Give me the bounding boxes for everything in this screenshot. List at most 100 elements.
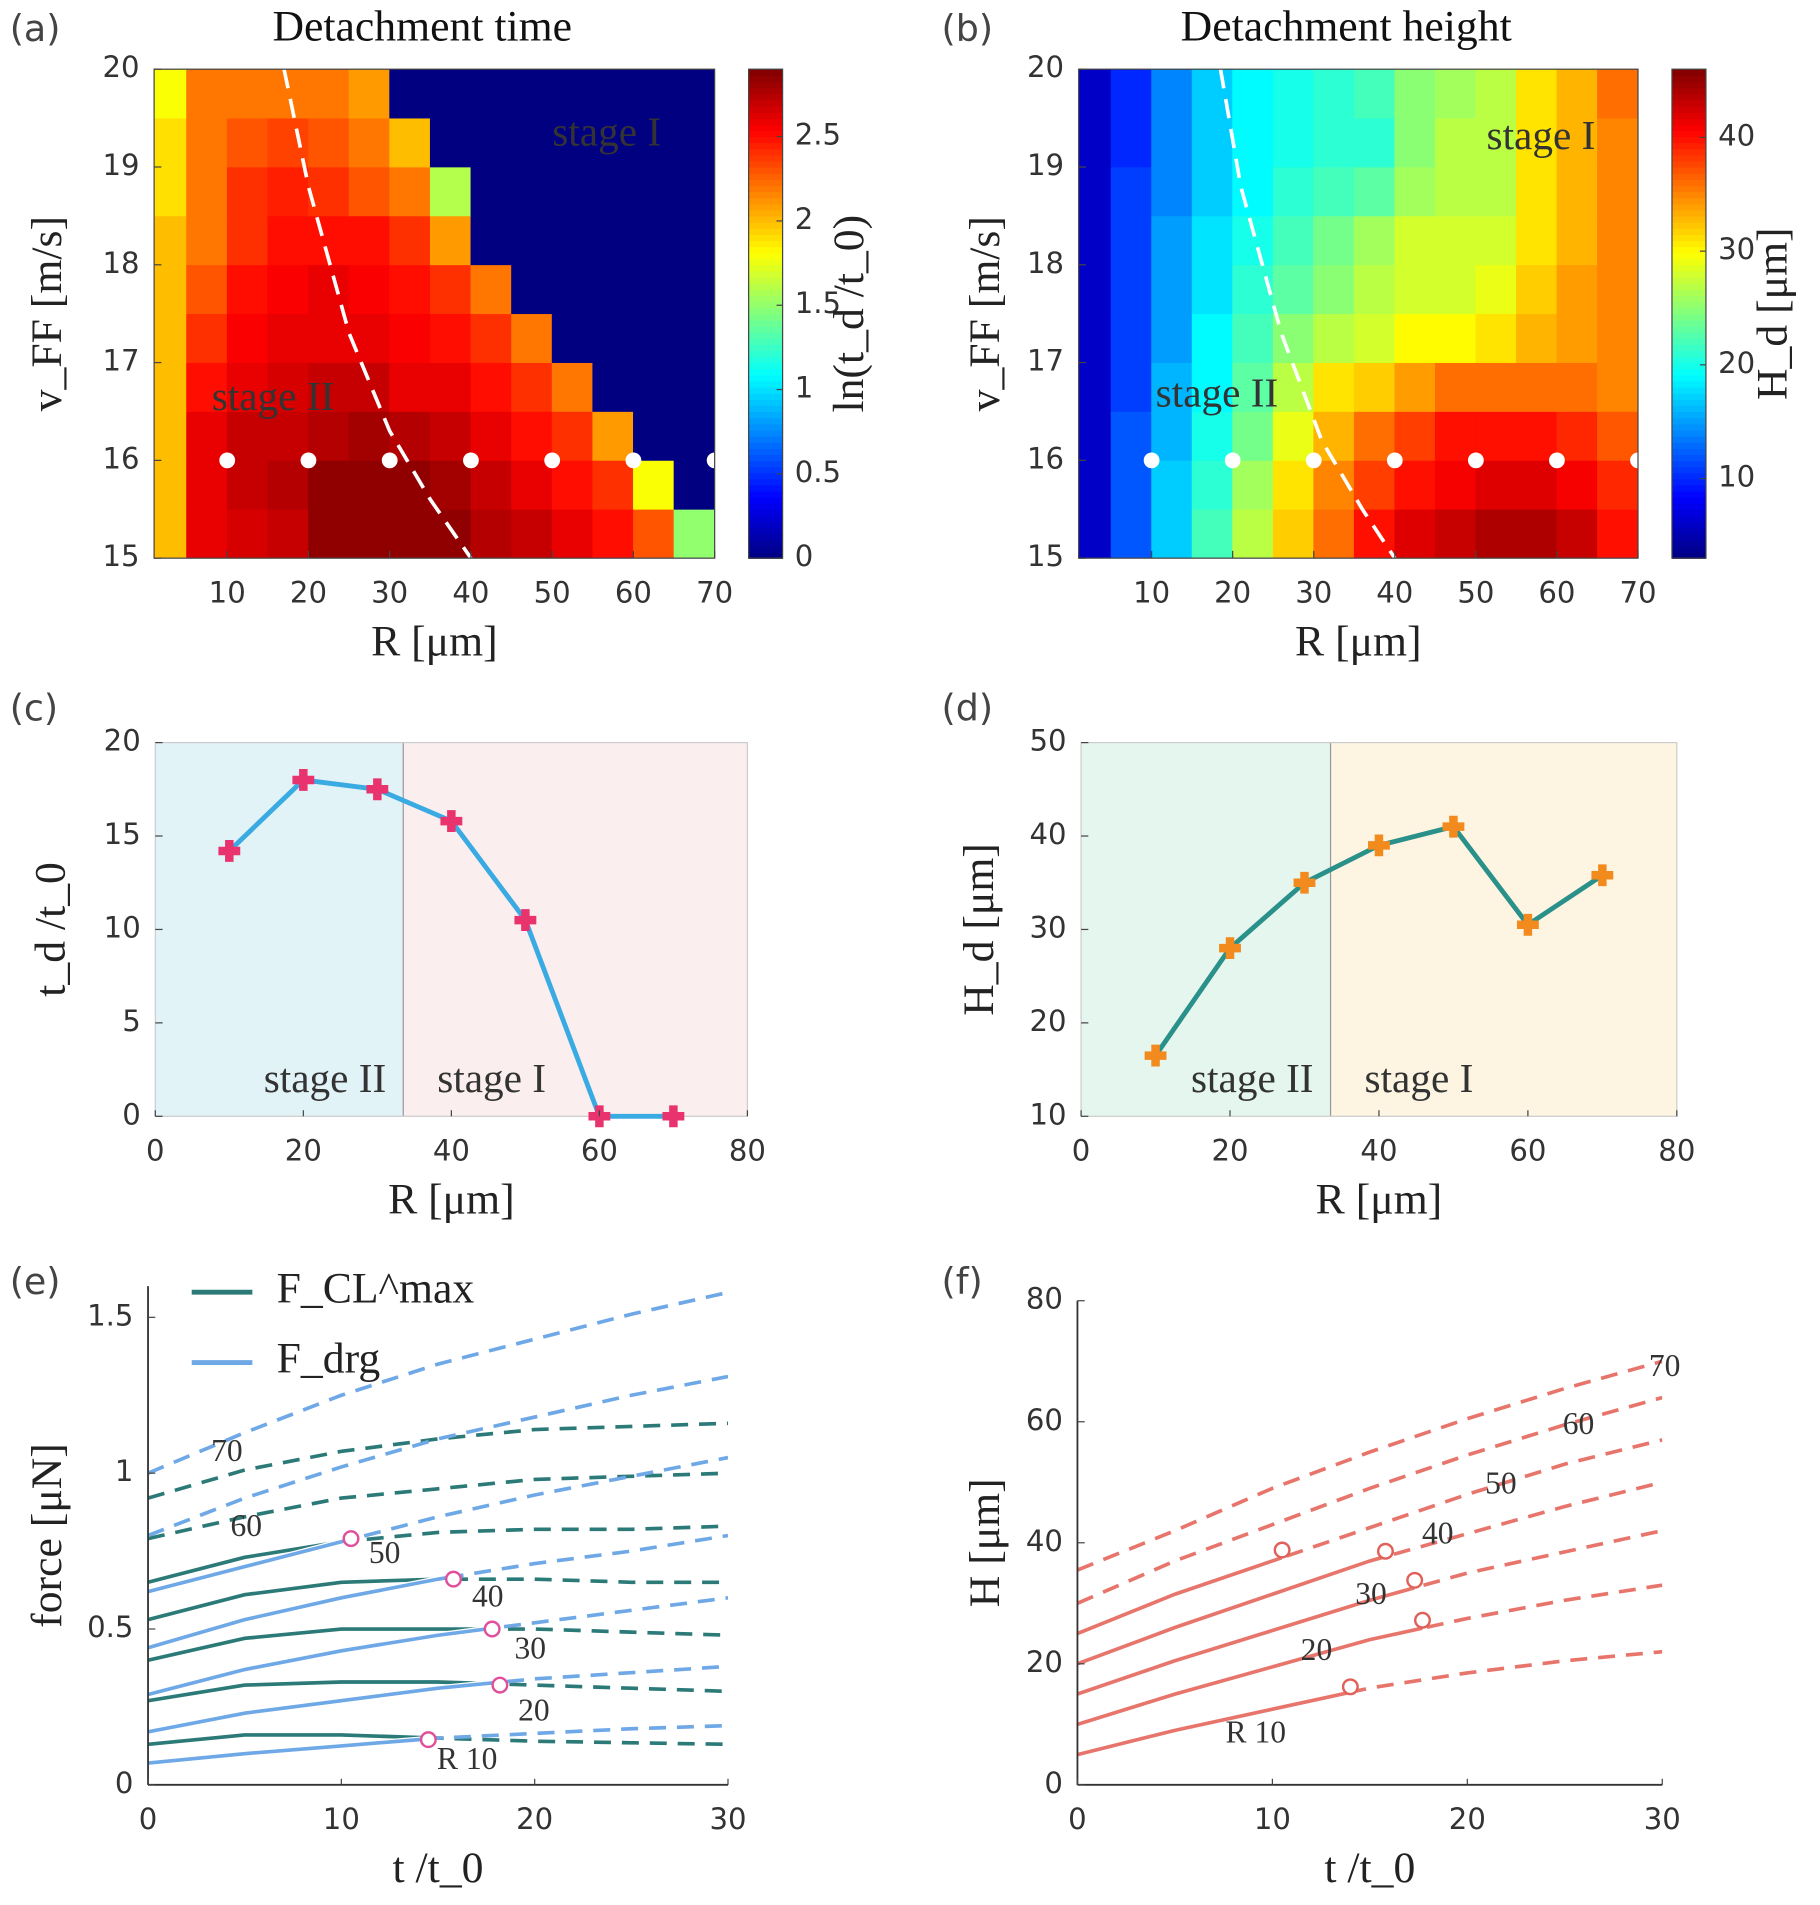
marker [292, 769, 315, 791]
x-tick-label: 40 [433, 1134, 470, 1168]
heat-cell [1272, 215, 1315, 266]
heat-cell [1434, 215, 1477, 266]
curve-dashed-mask [148, 1679, 500, 1735]
sample-point [706, 452, 715, 469]
detach-point [1341, 1678, 1359, 1696]
curve-solid [1077, 1555, 1283, 1636]
legend-label: F_drg [277, 1335, 381, 1383]
colorbar-step [748, 429, 783, 437]
colorbar-step [1671, 460, 1706, 468]
heat-cell [226, 313, 269, 363]
heat-cell [389, 411, 431, 461]
heat-cell [1556, 508, 1598, 559]
heat-cell [1434, 313, 1477, 363]
heat-cell [592, 362, 634, 412]
colorbar-tick-label: 0 [795, 539, 814, 573]
y-tick-label: 80 [1026, 1282, 1063, 1316]
x-tick-label: 30 [1644, 1802, 1681, 1836]
colorbar-frame [1671, 68, 1707, 559]
heat-cell [1353, 215, 1396, 266]
colorbar-step [748, 490, 783, 498]
heat-cell [633, 362, 675, 412]
heat-cell [551, 508, 594, 559]
heat-cell [1272, 411, 1315, 461]
curve-label: R 10 [437, 1741, 497, 1776]
curve-dashed [1077, 1395, 1663, 1605]
detach-point [1273, 1541, 1291, 1559]
plot-frame [1078, 68, 1639, 559]
y-tick-label: 1.5 [87, 1298, 133, 1332]
heat-cell [1191, 264, 1234, 315]
detach-point [1413, 1611, 1431, 1629]
heat-cell [226, 117, 269, 168]
colorbar-step [1671, 552, 1706, 559]
colorbar-step [748, 283, 783, 290]
heat-cell [1475, 460, 1517, 510]
x-tick-label: 70 [1619, 576, 1656, 610]
curve-solid [148, 1680, 500, 1703]
heat-cell [1078, 264, 1112, 315]
curve-label: 30 [1355, 1576, 1387, 1611]
heat-cell [1272, 117, 1315, 168]
heat-cell [226, 215, 269, 266]
x-tick-label: 30 [371, 576, 408, 610]
heat-cell [1516, 460, 1558, 510]
sample-point [300, 452, 317, 469]
heat-cell [1313, 69, 1355, 119]
heat-cell [673, 264, 715, 315]
heat-cell [633, 313, 675, 363]
colorbar-step [748, 307, 783, 315]
region-label: stage II [264, 1055, 387, 1101]
colorbar-label: ln(t_d /t_0) [825, 215, 873, 413]
heat-cell [1394, 215, 1436, 266]
x-tick-label: 80 [1658, 1134, 1695, 1168]
heat-cell [551, 264, 594, 315]
y-tick-label: 17 [102, 344, 139, 378]
heat-cell [429, 411, 472, 461]
colorbar-step [1671, 264, 1706, 272]
y-tick-label: 17 [1027, 344, 1064, 378]
curve-solid [148, 1626, 493, 1697]
x-tick-label: 60 [615, 576, 652, 610]
colorbar-step [748, 399, 783, 407]
colorbar-step [1671, 221, 1706, 229]
heat-cell [551, 166, 594, 217]
heat-cell [1556, 166, 1598, 217]
colorbar-step [1671, 240, 1706, 248]
sample-point [625, 452, 642, 469]
heat-cell [1191, 508, 1234, 559]
marker [588, 1105, 611, 1128]
heat-cell [1516, 69, 1558, 119]
colorbar-step [1671, 332, 1706, 339]
colorbar-step [1671, 130, 1706, 138]
colorbar-step [748, 203, 783, 211]
heat-cell [348, 264, 391, 315]
heat-cell [470, 362, 512, 412]
heat-cell [592, 117, 634, 168]
heat-cell [633, 411, 675, 461]
x-tick-label: 50 [534, 576, 571, 610]
colorbar-step [1671, 301, 1706, 309]
heat-cell [633, 166, 675, 217]
x-tick-label: 0 [1068, 1802, 1087, 1836]
heat-cell [1191, 313, 1234, 363]
colorbar-step [1671, 545, 1706, 553]
heat-cell [154, 166, 187, 217]
panel-label: (f) [942, 1260, 983, 1303]
heat-cell [308, 411, 350, 461]
colorbar-step [748, 191, 783, 199]
colorbar-label: H_d [μm] [1748, 227, 1796, 400]
heat-cell [1434, 264, 1477, 315]
panel-label: (b) [942, 7, 994, 50]
heat-cell [267, 264, 309, 315]
heat-cell [154, 508, 187, 559]
colorbar-step [1671, 136, 1706, 144]
heat-cell [1516, 313, 1558, 363]
heat-cell [429, 362, 472, 412]
heat-cell [1353, 508, 1396, 559]
curve-label: 50 [369, 1535, 401, 1570]
colorbar-step [1671, 69, 1706, 77]
curve-solid [148, 1733, 429, 1747]
heat-cell [1232, 215, 1274, 266]
